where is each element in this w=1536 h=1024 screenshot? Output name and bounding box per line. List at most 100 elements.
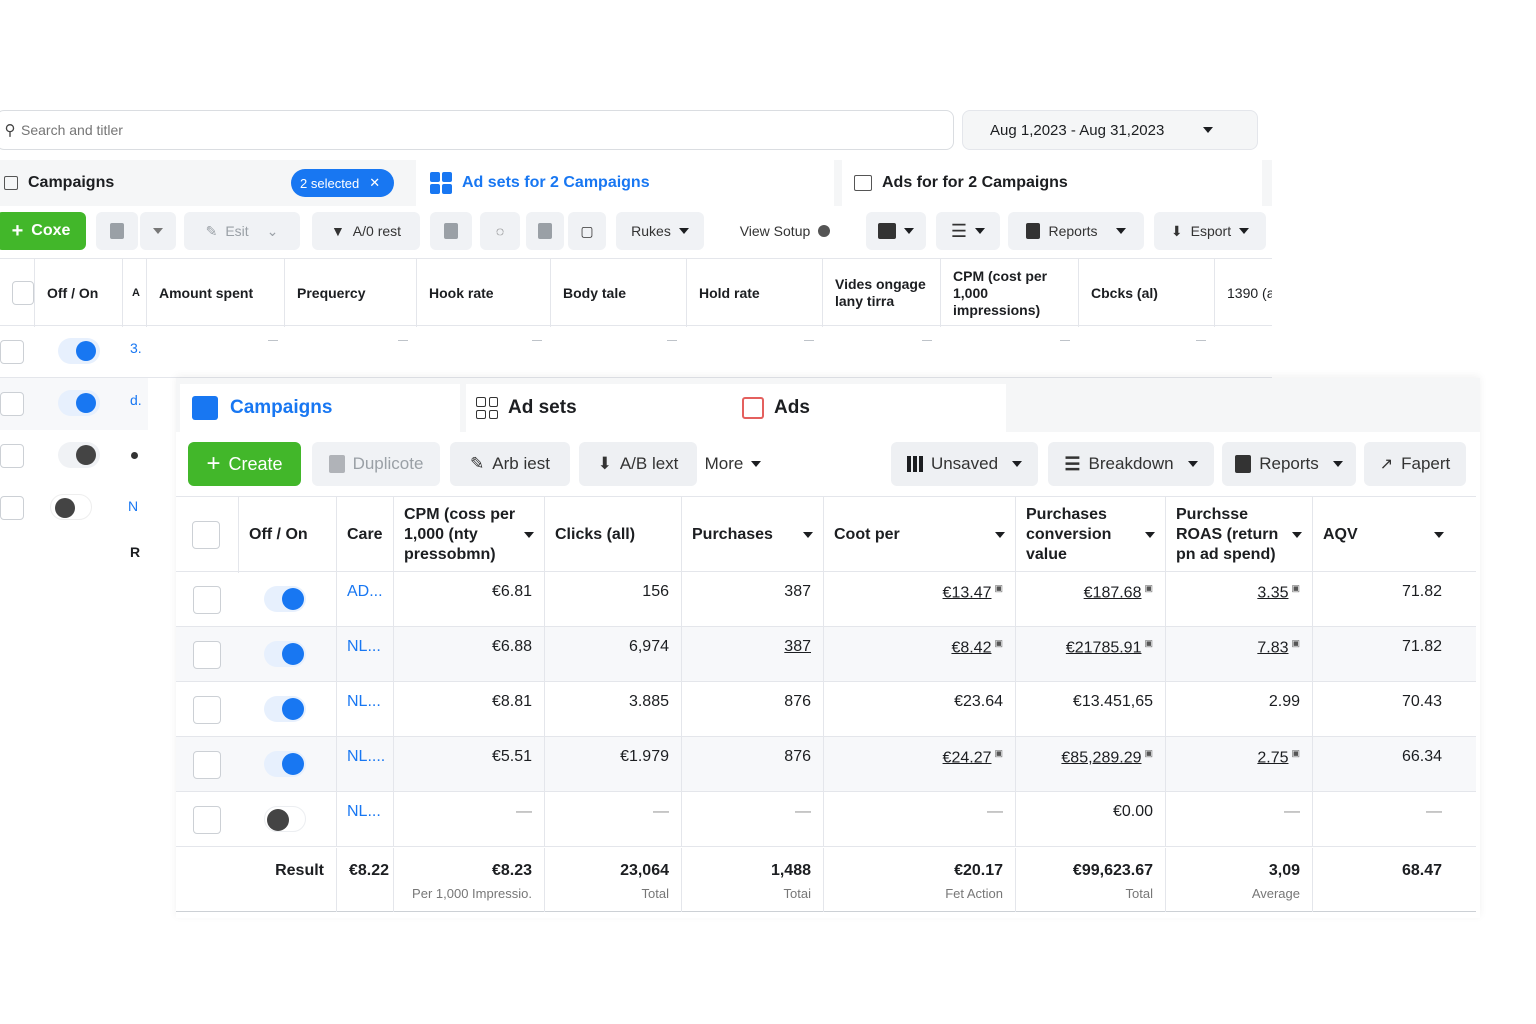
archive-button[interactable]: ◌ <box>480 212 520 250</box>
roas-value[interactable]: 2.75 <box>1257 749 1289 767</box>
export-button[interactable]: ↗ Fapert <box>1364 442 1466 486</box>
cost-per-value[interactable]: €24.27 <box>942 749 992 767</box>
checkbox[interactable] <box>192 521 220 549</box>
col-aov[interactable]: AQV <box>1312 497 1454 573</box>
table-row[interactable]: NL... — — — — €0.00 — — <box>176 792 1476 847</box>
col-a[interactable]: A <box>122 259 146 327</box>
cell-roas[interactable]: 3.35 ▣ <box>1165 572 1312 627</box>
cell-purchases[interactable]: 387 <box>681 627 823 682</box>
row-toggle[interactable] <box>58 338 100 364</box>
conversion-value[interactable]: €21785.91 <box>1065 639 1142 657</box>
roas-value[interactable]: 3.35 <box>1257 584 1289 602</box>
campaign-name-link[interactable]: NL... <box>336 682 393 737</box>
view-setup-toggle[interactable]: View Sotup <box>720 212 850 250</box>
lock-button[interactable] <box>526 212 564 250</box>
col-purchases[interactable]: Purchases <box>681 497 823 573</box>
row-checkbox[interactable] <box>193 751 221 779</box>
create-button[interactable]: + Create <box>188 442 301 486</box>
reports-button[interactable]: Reports <box>1222 442 1356 486</box>
col-roas[interactable]: Purchsse ROAS (return pn ad spend) <box>1165 497 1312 573</box>
row-checkbox[interactable] <box>0 496 24 520</box>
header-select-all[interactable] <box>176 497 238 573</box>
cell-roas[interactable]: 7.83 ▣ <box>1165 627 1312 682</box>
more-button[interactable]: More <box>698 442 768 486</box>
row-checkbox[interactable] <box>0 340 24 364</box>
tab-ads-back[interactable]: Ads for for 2 Campaigns <box>842 160 1262 206</box>
ab-test-button[interactable]: ⬇ A/B lext <box>579 442 697 486</box>
duplicate-icon-button[interactable] <box>96 212 138 250</box>
col-body-rate[interactable]: Body tale <box>550 259 686 327</box>
edit-button-back[interactable]: ✎ Esit ⌄ <box>184 212 300 250</box>
campaign-name-link[interactable]: AD... <box>336 572 393 627</box>
duplicate-dropdown[interactable] <box>140 212 176 250</box>
cell-cost-per[interactable]: €8.42 ▣ <box>823 627 1015 682</box>
row-name-link[interactable]: 3. <box>130 340 142 356</box>
duplicate-button[interactable]: Duplicote <box>312 442 440 486</box>
cell-cost-per[interactable]: €13.47 ▣ <box>823 572 1015 627</box>
col-clicks[interactable]: Cbcks (al) <box>1078 259 1214 327</box>
date-range-picker[interactable]: Aug 1,2023 - Aug 31,2023 <box>962 110 1258 150</box>
header-select-all[interactable] <box>0 259 34 327</box>
export-button-back[interactable]: ⬇ Esport <box>1154 212 1266 250</box>
row-toggle[interactable] <box>50 494 92 520</box>
tab-campaigns-back[interactable]: Campaigns 2 selected ✕ <box>0 160 410 206</box>
col-hook-rate[interactable]: Hook rate <box>416 259 550 327</box>
checkbox[interactable] <box>12 281 34 305</box>
cost-per-value[interactable]: €13.47 <box>942 584 992 602</box>
cell-conversion-value[interactable]: €187.68 ▣ <box>1015 572 1165 627</box>
row-toggle[interactable] <box>264 806 306 832</box>
conversion-value[interactable]: €187.68 <box>1083 584 1142 602</box>
col-clicks[interactable]: Clicks (all) <box>544 497 681 573</box>
roas-value[interactable]: 7.83 <box>1257 639 1289 657</box>
tag-button[interactable]: ▢ <box>568 212 606 250</box>
tab-ads[interactable]: Ads <box>736 384 996 432</box>
row-name-link[interactable]: N <box>128 498 139 514</box>
tab-campaigns[interactable]: Campaigns <box>180 384 460 432</box>
table-row[interactable]: N <box>0 482 148 534</box>
create-button-back[interactable]: + Coxe <box>0 212 86 250</box>
cell-conversion-value[interactable]: €21785.91 ▣ <box>1015 627 1165 682</box>
row-toggle[interactable] <box>58 442 100 468</box>
selected-chip[interactable]: 2 selected ✕ <box>291 169 395 197</box>
row-checkbox[interactable] <box>193 696 221 724</box>
rules-button[interactable]: Rukes <box>616 212 704 250</box>
col-offon[interactable]: Off / On <box>238 497 336 573</box>
col-cost-per[interactable]: Coot per <box>823 497 1015 573</box>
breakdown-button[interactable]: ☰ Breakdown <box>1048 442 1214 486</box>
conversion-value[interactable]: €85,289.29 <box>1061 749 1142 767</box>
search-input[interactable] <box>21 122 621 138</box>
row-checkbox[interactable] <box>193 586 221 614</box>
campaign-name-link[interactable]: NL... <box>336 627 393 682</box>
purchases-value[interactable]: 387 <box>784 638 811 655</box>
table-row[interactable]: NL... €6.88 6,974 387 €8.42 ▣ €21785.91 ▣ … <box>176 627 1476 682</box>
col-extra[interactable]: 1390 (a <box>1214 259 1272 327</box>
delete-button[interactable] <box>430 212 472 250</box>
col-frequency[interactable]: Prequercy <box>284 259 416 327</box>
table-row[interactable]: NL... €8.81 3.885 876 €23.64 €13.451,65 … <box>176 682 1476 737</box>
unsaved-view-button[interactable]: Unsaved <box>891 442 1038 486</box>
campaign-name-link[interactable]: NL.... <box>336 737 393 792</box>
tab-adsets[interactable]: Ad sets <box>466 384 1006 432</box>
cell-conversion-value[interactable]: €85,289.29 ▣ <box>1015 737 1165 792</box>
campaign-name-link[interactable]: NL... <box>336 792 393 847</box>
table-row[interactable]: d. <box>0 378 148 430</box>
columns-button[interactable] <box>866 212 926 250</box>
search-bar[interactable]: ⚲ <box>0 110 954 150</box>
table-row[interactable]: NL.... €5.51 €1.979 876 €24.27 ▣ €85,289.… <box>176 737 1476 792</box>
cell-cost-per[interactable]: €24.27 ▣ <box>823 737 1015 792</box>
cost-per-value[interactable]: €8.42 <box>951 639 992 657</box>
row-toggle[interactable] <box>264 751 306 777</box>
row-checkbox[interactable] <box>0 392 24 416</box>
breakdown-button-back[interactable]: ☰ <box>936 212 1000 250</box>
col-name[interactable]: Care <box>336 497 393 573</box>
table-row[interactable]: 3. <box>0 326 148 378</box>
col-amount-spent[interactable]: Amount spent <box>146 259 284 327</box>
close-icon[interactable]: ✕ <box>369 175 381 190</box>
table-row[interactable] <box>0 430 148 482</box>
row-toggle[interactable] <box>264 641 306 667</box>
tab-adsets-back[interactable]: Ad sets for 2 Campaigns <box>416 160 834 206</box>
col-conversion-value[interactable]: Purchases conversion value <box>1015 497 1165 573</box>
col-cpm[interactable]: CPM (cost per 1,000 impressions) <box>940 259 1078 327</box>
row-checkbox[interactable] <box>193 641 221 669</box>
row-name-link[interactable]: d. <box>130 392 142 408</box>
